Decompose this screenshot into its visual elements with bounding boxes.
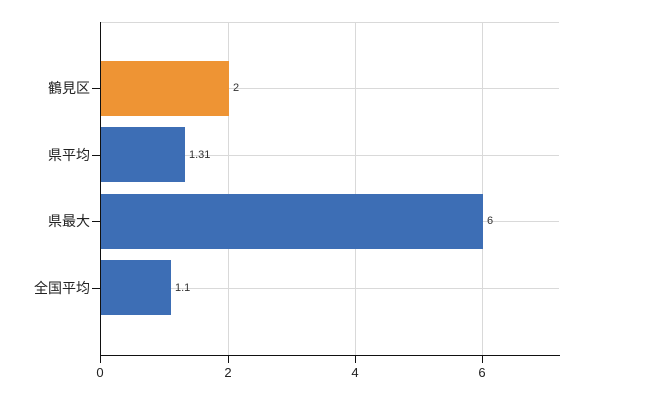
x-axis-tick-label: 6 [478,365,486,380]
plot-top-border [100,22,559,23]
bar-鶴見区 [101,61,229,116]
y-tick [92,88,100,89]
bar-value-label: 6 [487,215,494,227]
y-gridline [100,288,559,289]
y-axis-category-label: 県平均 [48,147,90,163]
y-axis-category-label: 鶴見区 [48,80,90,96]
y-gridline [100,155,559,156]
bar-全国平均 [101,260,171,315]
y-tick [92,221,100,222]
y-axis-category-label: 県最大 [48,213,90,229]
y-axis-line [100,22,101,356]
x-tick [355,355,356,363]
x-axis-line [100,355,560,356]
x-gridline [228,22,229,355]
y-tick [92,155,100,156]
x-axis-tick-label: 2 [224,365,232,380]
x-gridline [482,22,483,355]
x-tick [228,355,229,363]
x-axis-tick-label: 4 [351,365,359,380]
y-gridline [100,88,559,89]
y-tick [92,288,100,289]
bar-県平均 [101,127,185,182]
bar-value-label: 1.31 [189,149,211,161]
x-axis-tick-label: 0 [96,365,104,380]
bar-value-label: 1.1 [175,282,191,294]
y-axis-category-label: 全国平均 [34,280,90,296]
x-tick [100,355,101,363]
bar-value-label: 2 [233,82,240,94]
x-gridline [355,22,356,355]
x-tick [482,355,483,363]
bar-県最大 [101,194,483,249]
